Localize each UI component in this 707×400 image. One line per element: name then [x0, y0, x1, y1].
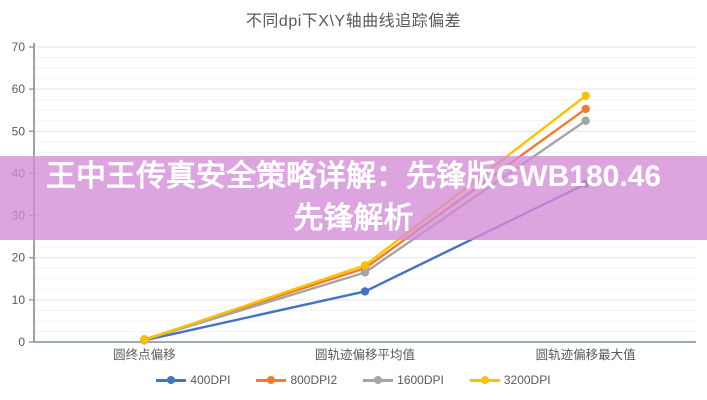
series-3200dpi	[140, 91, 590, 345]
chart-legend: 400DPI 800DPI2 1600DPI 3200DPI	[0, 373, 707, 387]
data-point-800dpi2	[581, 104, 590, 114]
svg-text:10: 10	[12, 293, 26, 307]
svg-text:20: 20	[12, 251, 26, 265]
data-point-3200dpi	[140, 335, 149, 345]
legend-label: 400DPI	[190, 373, 231, 387]
data-point-400dpi	[360, 287, 370, 296]
legend-marker-1600dpi	[363, 376, 394, 384]
svg-text:50: 50	[12, 124, 26, 138]
data-point-3200dpi	[581, 91, 590, 101]
legend-item-400dpi: 400DPI	[156, 373, 230, 387]
svg-text:60: 60	[12, 82, 26, 96]
data-point-1600dpi	[581, 116, 590, 125]
svg-text:圆轨迹偏移最大值: 圆轨迹偏移最大值	[536, 347, 636, 362]
legend-dot-icon	[167, 376, 176, 384]
chart-title: 不同dpi下X\Y轴曲线追踪偏差	[245, 13, 462, 30]
svg-text:0: 0	[18, 335, 25, 349]
legend-item-3200dpi: 3200DPI	[469, 373, 551, 387]
legend-dot-icon	[267, 376, 276, 384]
legend-marker-800dpi2	[256, 376, 287, 384]
data-point-1600dpi	[360, 268, 370, 277]
legend-dot-icon	[374, 376, 383, 384]
data-point-3200dpi	[360, 261, 370, 270]
x-axis-labels: 圆终点偏移 圆轨迹偏移平均值 圆轨迹偏移最大值	[113, 347, 636, 362]
legend-label: 1600DPI	[397, 373, 444, 387]
promo-banner-text: 王中王传真安全策略详解：先锋版GWB180.46先锋解析	[45, 160, 662, 235]
promo-banner[interactable]: 王中王传真安全策略详解：先锋版GWB180.46先锋解析	[0, 156, 707, 240]
legend-item-800dpi2: 800DPI2	[256, 373, 337, 387]
legend-item-1600dpi: 1600DPI	[363, 373, 444, 387]
legend-marker-400dpi	[156, 376, 187, 384]
legend-dot-icon	[480, 376, 489, 384]
legend-label: 800DPI2	[290, 373, 338, 387]
svg-text:圆轨迹偏移平均值: 圆轨迹偏移平均值	[315, 347, 415, 362]
legend-label: 3200DPI	[503, 373, 551, 387]
svg-text:70: 70	[12, 40, 26, 54]
legend-marker-3200dpi	[469, 376, 500, 384]
svg-text:圆终点偏移: 圆终点偏移	[113, 347, 176, 362]
